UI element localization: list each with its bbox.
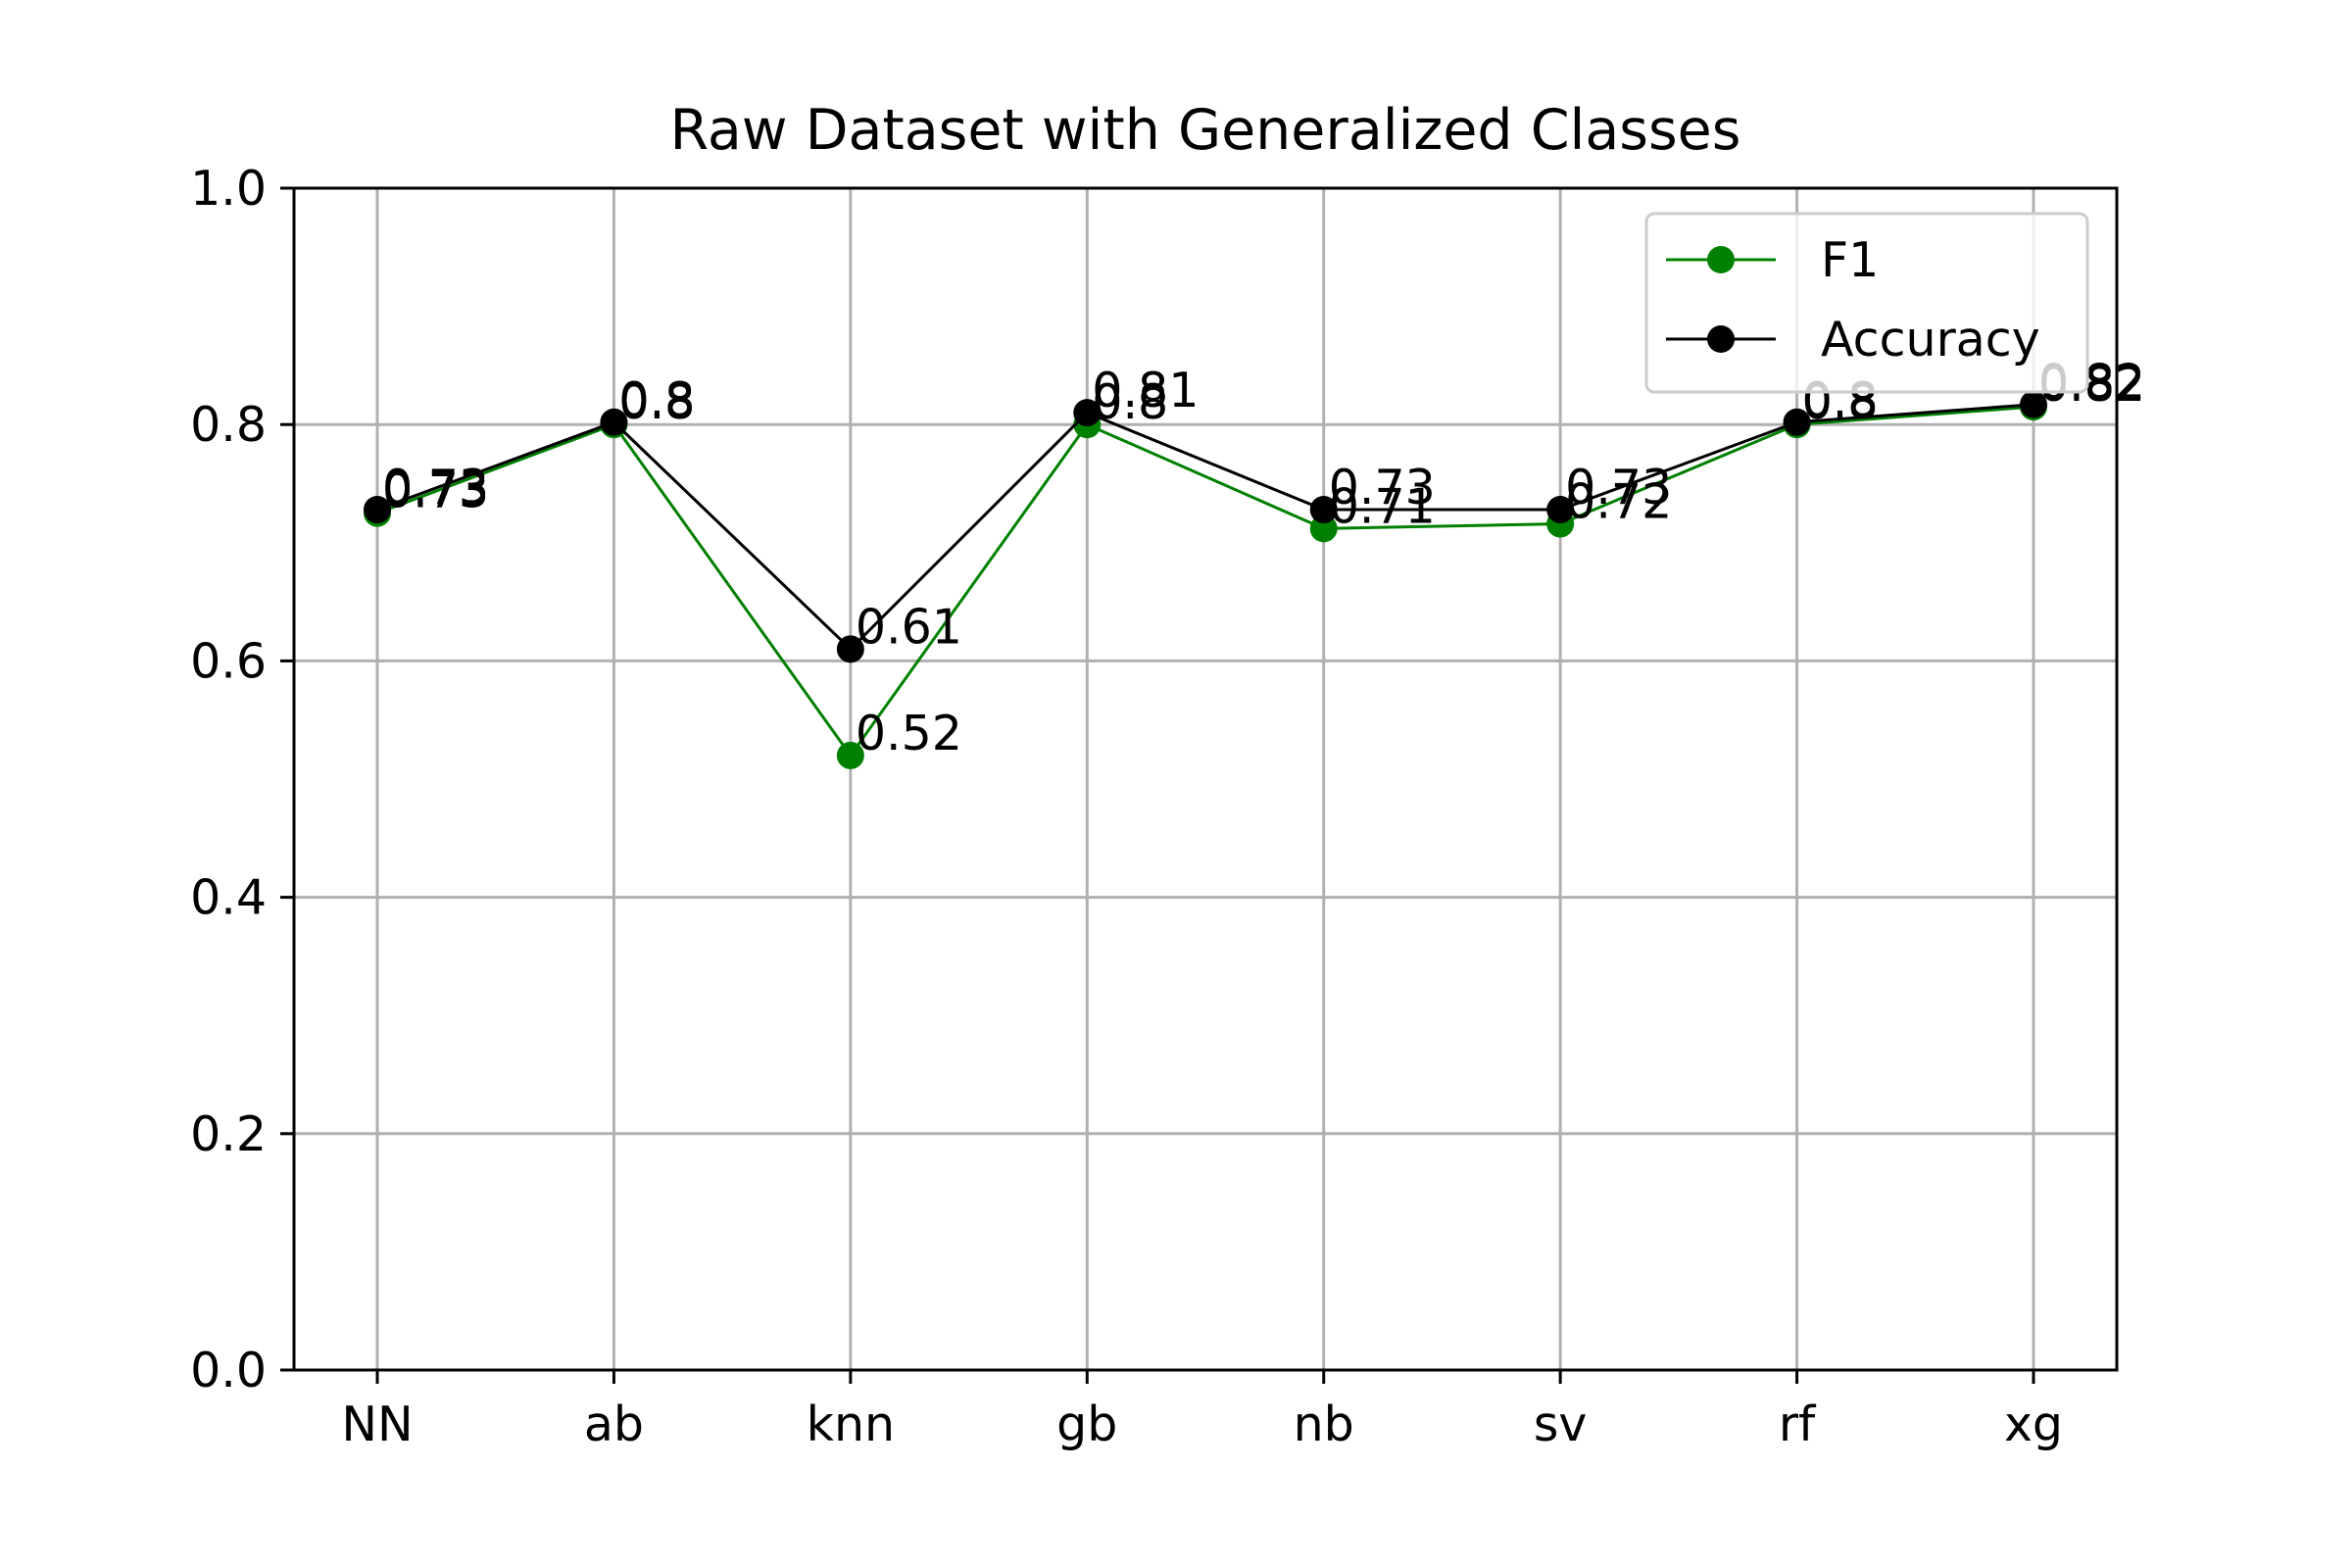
f1-data-label: 0.73 (382, 464, 489, 519)
f1-data-label: 0.8 (618, 374, 695, 430)
f1-data-label: 0.52 (856, 706, 962, 761)
legend-accuracy-label: Accuracy (1821, 312, 2040, 368)
f1-point (1309, 514, 1338, 543)
y-tick-label: 0.6 (190, 633, 267, 689)
accuracy-data-label: 0.73 (1565, 460, 1672, 515)
x-tick-label: knn (807, 1396, 896, 1452)
legend-f1-label: F1 (1821, 232, 1879, 288)
accuracy-data-label: 0.61 (856, 599, 962, 655)
legend-f1-marker (1707, 246, 1735, 273)
accuracy-data-label: 0.8 (618, 372, 695, 428)
accuracy-data-label: 0.81 (1092, 363, 1199, 418)
legend: F1 Accuracy (1644, 212, 2089, 394)
data-labels: 0.730.80.520.80.71 0.720.8 0.820.730.80.61… (382, 355, 2145, 761)
accuracy-point (1783, 408, 1811, 436)
y-tick-label: 1.0 (190, 161, 267, 217)
plot-frame (292, 186, 2119, 1372)
accuracy-data-label: 0.73 (1329, 460, 1436, 515)
f1-data-label: 0.71 (1329, 478, 1436, 534)
accuracy-point (1546, 496, 1575, 524)
f1-data-label: 0.8 (1092, 374, 1168, 430)
x-tick-label: gb (1056, 1396, 1117, 1452)
x-tick-label: nb (1294, 1396, 1354, 1452)
accuracy-point (836, 635, 864, 663)
y-tick-label: 0.8 (190, 397, 267, 453)
y-tick-label: 0.4 (190, 870, 267, 926)
f1-point (836, 741, 864, 769)
y-tick-label: 0.2 (190, 1106, 267, 1162)
accuracy-point (364, 496, 391, 524)
accuracy-point (1073, 399, 1102, 427)
axis-ticks: NN ab knn gb nb sv rf xg 0.0 0.2 0.4 0.6 0.8 1.0 (190, 161, 2063, 1452)
legend-accuracy-marker (1707, 325, 1735, 353)
series-layer (364, 390, 2047, 769)
accuracy-point (600, 408, 628, 436)
x-tick-label: sv (1534, 1396, 1588, 1452)
y-tick-label: 0.0 (190, 1343, 267, 1398)
x-tick-label: rf (1779, 1396, 1817, 1452)
f1-series-line (376, 405, 2034, 758)
x-tick-label: ab (584, 1396, 644, 1452)
x-tick-label: NN (341, 1396, 413, 1452)
chart-title: Raw Dataset with Generalized Classes (670, 98, 1741, 163)
f1-data-label: 0.72 (1565, 474, 1672, 530)
accuracy-series-line (376, 403, 2034, 651)
accuracy-data-label: 0.73 (382, 460, 489, 515)
x-tick-label: xg (2004, 1396, 2063, 1452)
accuracy-point (1309, 496, 1338, 524)
accuracy-point (2020, 390, 2047, 418)
